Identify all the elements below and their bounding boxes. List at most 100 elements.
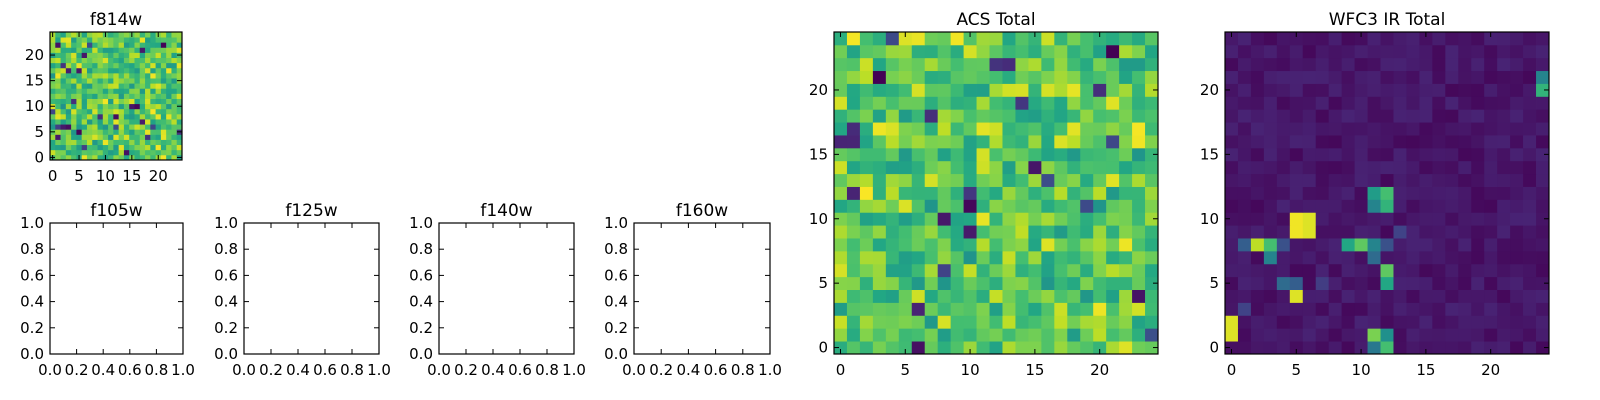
- f814w-cell: [129, 139, 135, 146]
- f814w-cell: [92, 154, 98, 161]
- f814w-cell: [145, 108, 151, 115]
- f814w-cell: [102, 144, 109, 151]
- acs_total-cell: [924, 225, 939, 239]
- f814w-cell: [150, 139, 156, 146]
- wfc3_ir_total-cell: [1225, 238, 1239, 252]
- acs_total-cell: [859, 263, 874, 278]
- f814w-cell: [150, 149, 156, 156]
- f814w-cell: [60, 154, 67, 161]
- f140w-xtick-label: 1.0: [562, 361, 586, 379]
- acs_total-cell: [834, 160, 848, 175]
- wfc3_ir_total-cell: [1263, 302, 1278, 316]
- f814w-cell: [134, 129, 141, 135]
- f105w-xtick-label: 1.0: [171, 361, 195, 379]
- wfc3_ir_total-cell: [1393, 32, 1407, 46]
- wfc3_ir_total-cell: [1328, 135, 1343, 149]
- f814w-cell: [134, 144, 141, 151]
- f814w-cell: [76, 108, 83, 115]
- f814w-cell: [176, 139, 183, 146]
- f814w-cell: [86, 52, 93, 58]
- wfc3_ir_total-cell: [1393, 160, 1407, 175]
- acs_total-cell: [872, 315, 887, 329]
- f814w-cell: [123, 103, 130, 110]
- f814w-cell: [123, 108, 130, 115]
- wfc3_ir_total-ytick-label: 5: [1209, 274, 1219, 292]
- f105w-xtick-label: 0.8: [144, 361, 168, 379]
- wfc3_ir_total-cell: [1419, 147, 1433, 162]
- f814w-cell: [76, 47, 83, 53]
- f814w-cell: [160, 52, 167, 58]
- f814w-cell: [150, 144, 156, 151]
- acs_total-cell: [1015, 70, 1029, 84]
- acs_total-cell: [1041, 341, 1055, 355]
- acs_total-cell: [885, 44, 900, 59]
- f814w-cell: [145, 32, 151, 38]
- f140w-xtick-label: 0.2: [454, 361, 478, 379]
- wfc3_ir_total-cell: [1510, 199, 1524, 213]
- wfc3_ir_total-cell: [1445, 186, 1459, 200]
- f814w-cell: [81, 47, 88, 53]
- wfc3_ir_total-cell: [1276, 186, 1291, 200]
- wfc3_ir_total-cell: [1237, 212, 1252, 226]
- acs_total-cell: [911, 96, 926, 110]
- wfc3_ir_total-cell: [1484, 109, 1498, 123]
- wfc3_ir_total-cell: [1225, 44, 1239, 59]
- f814w-axes-frame: [49, 31, 183, 161]
- acs_total-cell: [1041, 147, 1055, 162]
- f814w-cell: [123, 154, 130, 161]
- wfc3_ir_total-cell: [1263, 122, 1278, 136]
- f814w-cell: [139, 108, 146, 115]
- wfc3_ir_total-cell: [1289, 315, 1304, 329]
- f814w-cell: [155, 57, 162, 64]
- wfc3_ir_total-cell: [1367, 147, 1381, 162]
- wfc3_ir_total-xtick-label: 5: [1292, 361, 1302, 379]
- f814w-cell: [65, 62, 72, 69]
- f814w-cell: [71, 88, 77, 94]
- f814w-cell: [123, 42, 130, 48]
- wfc3_ir_total-cell: [1510, 57, 1524, 72]
- wfc3_ir_total-cell: [1497, 135, 1511, 149]
- wfc3_ir_total-cell: [1354, 276, 1368, 290]
- wfc3_ir_total-cell: [1510, 147, 1524, 162]
- f814w-cell: [81, 62, 88, 69]
- wfc3_ir_total-cell: [1406, 199, 1420, 213]
- f814w-cell: [60, 42, 67, 48]
- f814w-cell: [71, 139, 77, 146]
- f125w-ytick-label: 0.0: [214, 345, 238, 363]
- acs_total-cell: [872, 212, 887, 226]
- wfc3_ir_total-cell: [1328, 199, 1343, 213]
- wfc3_ir_total-cell: [1419, 263, 1433, 278]
- f814w-cell: [60, 62, 67, 69]
- wfc3_ir_total-cell: [1276, 44, 1291, 59]
- wfc3_ir_total-cell: [1354, 315, 1368, 329]
- acs_total-cell: [1028, 315, 1042, 329]
- f814w-cell: [160, 37, 167, 43]
- f814w-cell: [150, 124, 156, 130]
- f814w-cell: [166, 129, 172, 135]
- acs_total-cell: [963, 173, 977, 187]
- wfc3_ir_total-cell: [1276, 32, 1291, 46]
- f814w-cell: [55, 32, 61, 38]
- wfc3_ir_total-cell: [1393, 96, 1407, 110]
- wfc3_ir_total-cell: [1263, 147, 1278, 162]
- f814w-cell: [166, 103, 172, 110]
- acs_total-cell: [1028, 341, 1042, 355]
- acs_total-cell: [1002, 96, 1016, 110]
- acs_total-cell: [937, 122, 952, 136]
- wfc3_ir_total-cell: [1354, 250, 1368, 265]
- f814w-cell: [97, 57, 104, 64]
- acs_total-cell: [911, 328, 926, 342]
- wfc3_ir_total-cell: [1523, 186, 1537, 200]
- wfc3_ir_total-cell: [1393, 328, 1407, 342]
- wfc3_ir_total-cell: [1289, 96, 1304, 110]
- f814w-cell: [92, 47, 98, 53]
- wfc3_ir_total-cell: [1328, 276, 1343, 290]
- wfc3_ir_total-cell: [1432, 147, 1446, 162]
- acs_total-cell: [937, 70, 952, 84]
- acs_total-cell: [1106, 147, 1120, 162]
- wfc3_ir_total-cell: [1536, 263, 1550, 278]
- wfc3_ir_total-cell: [1471, 199, 1485, 213]
- acs_total-cell: [1106, 135, 1120, 149]
- f814w-cell: [171, 62, 178, 69]
- acs_total-cell: [989, 225, 1003, 239]
